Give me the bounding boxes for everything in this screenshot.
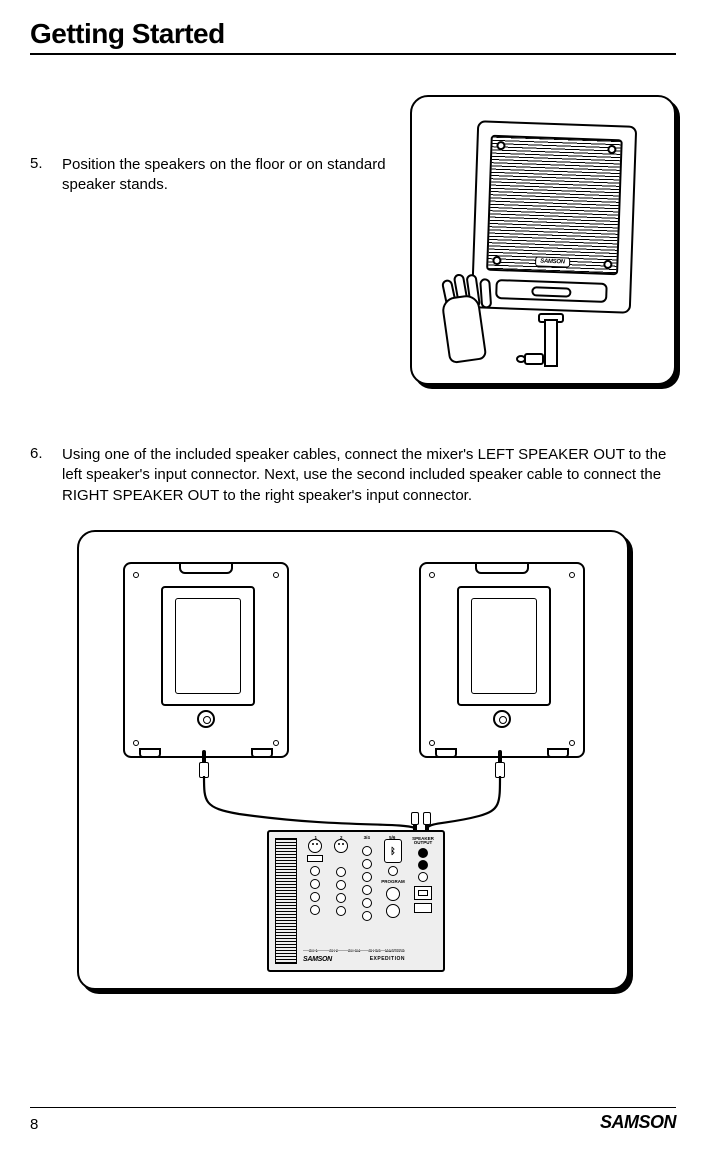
right-speaker-plug [495, 750, 505, 778]
xlr-input-icon [334, 839, 348, 853]
step-5-text: Position the speakers on the floor or on… [62, 155, 400, 196]
stand-pole [544, 319, 558, 367]
step-5: 5. Position the speakers on the floor or… [30, 155, 400, 196]
page-number: 8 [30, 1116, 38, 1133]
master-knob-icon [386, 904, 400, 918]
mixer-ch1 [303, 837, 327, 965]
mixer-ch2 [329, 837, 353, 965]
figure-speaker-on-stand: SAMSON [410, 95, 676, 385]
mixer-ch56: ᛒ PROGRAM [381, 837, 405, 965]
right-speaker-input-jack [493, 710, 511, 728]
stand-clamp [524, 353, 544, 365]
program-label: PROGRAM [381, 879, 405, 884]
step-6-number: 6. [30, 445, 62, 506]
power-inlet-icon [414, 886, 432, 900]
monitor-out-jack [418, 872, 428, 882]
mixer-vent [275, 838, 297, 964]
step-5-block: 5. Position the speakers on the floor or… [30, 95, 676, 385]
program-knob-icon [386, 887, 400, 901]
left-speaker-rear [123, 562, 289, 758]
speaker-front-illustration: SAMSON [471, 120, 637, 313]
stand-knob [516, 355, 526, 363]
right-speaker-rear [419, 562, 585, 758]
step-6-text: Using one of the included speaker cables… [62, 445, 676, 506]
mixer-illustration: 1 2 3/4 5/6 ᛒ PROGRAM SPEAKER [267, 830, 445, 972]
page-footer: 8 SAMSON [30, 1107, 676, 1133]
bluetooth-icon: ᛒ [384, 839, 402, 863]
mixer-brand-logo: SAMSON [303, 956, 332, 963]
step-5-number: 5. [30, 155, 62, 196]
right-speaker-out-jack [418, 860, 428, 870]
left-speaker-plug [199, 750, 209, 778]
mixer-product-line: EXPEDITION [370, 956, 405, 962]
mixer-ch34 [355, 837, 379, 965]
mixer-brand-row: SAMSON EXPEDITION [303, 950, 405, 966]
speaker-output-label: SPEAKER OUTPUT [407, 837, 439, 846]
usb-port-icon [307, 855, 323, 862]
xlr-input-icon [308, 839, 322, 853]
left-speaker-out-jack [418, 848, 428, 858]
hand-illustration [433, 279, 505, 365]
step-6: 6. Using one of the included speaker cab… [30, 445, 676, 506]
figure-connection-diagram: 1 2 3/4 5/6 ᛒ PROGRAM SPEAKER [77, 530, 629, 990]
step-6-block: 6. Using one of the included speaker cab… [30, 445, 676, 506]
page-title: Getting Started [30, 18, 676, 55]
mixer-output-section: SPEAKER OUTPUT [407, 837, 439, 965]
speaker-badge: SAMSON [535, 256, 570, 267]
power-switch-icon [414, 903, 432, 913]
speaker-grille [486, 135, 623, 276]
left-speaker-input-jack [197, 710, 215, 728]
footer-brand-logo: SAMSON [600, 1112, 676, 1133]
